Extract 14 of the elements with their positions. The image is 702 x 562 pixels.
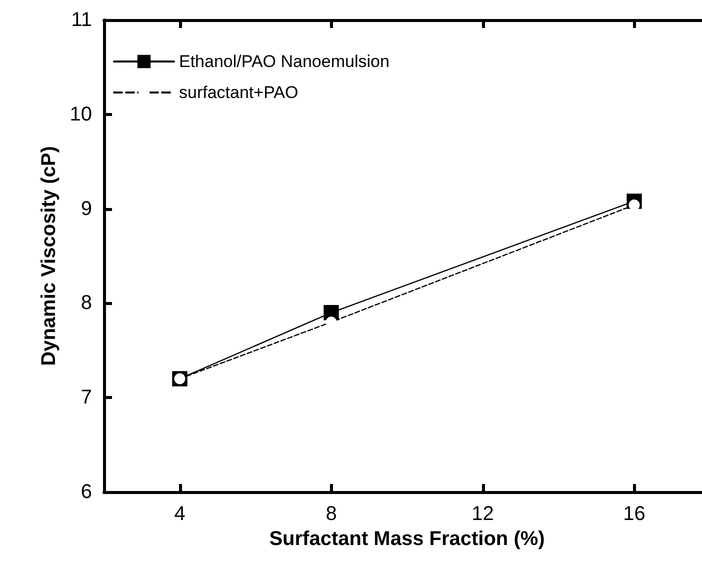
- x-tick-label: 8: [326, 503, 337, 525]
- y-tick-label: 7: [80, 386, 92, 409]
- y-tick-label: 11: [71, 9, 92, 31]
- x-tick-label: 4: [174, 503, 186, 525]
- x-axis-title: Surfactant Mass Fraction (%): [269, 528, 545, 550]
- y-tick-label: 9: [80, 198, 92, 220]
- y-tick-label: 6: [80, 481, 92, 503]
- x-tick-label: 12: [472, 503, 494, 525]
- legend-label: surfactant+PAO: [179, 83, 298, 102]
- y-axis-title: Dynamic Viscosity (cP): [38, 146, 60, 366]
- x-tick-label: 16: [623, 503, 646, 525]
- y-tick-label: 10: [70, 103, 92, 126]
- legend-label: Ethanol/PAO Nanoemulsion: [179, 52, 390, 71]
- y-tick-label: 8: [80, 292, 92, 314]
